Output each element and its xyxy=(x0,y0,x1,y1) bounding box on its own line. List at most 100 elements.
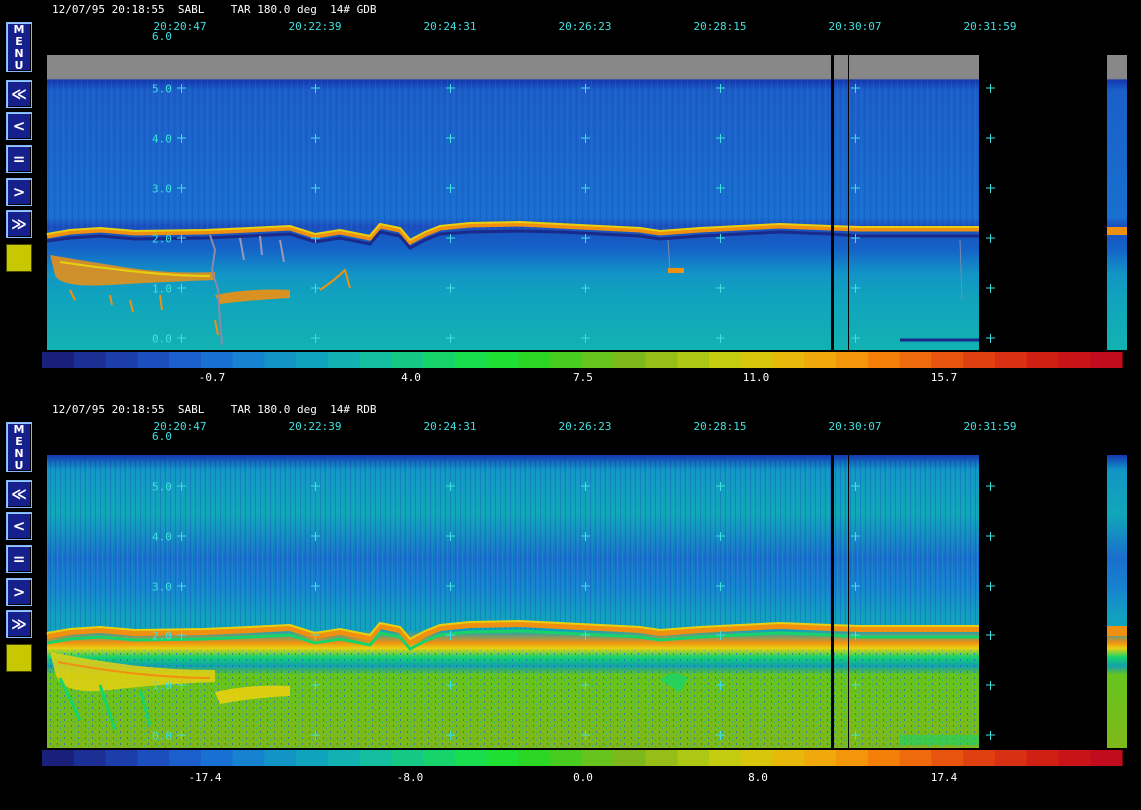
range-label: 5.0 xyxy=(152,82,172,96)
colorbar-swatch xyxy=(200,352,234,368)
colorbar-swatch xyxy=(232,750,265,766)
next-page-button[interactable]: > xyxy=(6,178,32,206)
colorbar-swatch xyxy=(296,352,329,368)
previous-page-button[interactable]: < xyxy=(6,112,32,140)
range-label: 3.0 xyxy=(152,580,172,594)
colorbar-swatch xyxy=(1090,750,1123,766)
range-label: 1.0 xyxy=(152,282,172,296)
colorbar-swatch xyxy=(582,352,615,368)
colorbar-swatch xyxy=(1090,352,1123,368)
nav-sidebar: MENU ≪ < = > ≫ xyxy=(4,18,34,274)
first-page-button[interactable]: ≪ xyxy=(6,80,32,108)
panel-header: 12/07/95 20:18:55 SABL TAR 180.0 deg 14#… xyxy=(52,403,377,416)
range-label: 4.0 xyxy=(152,132,172,146)
next-page-button[interactable]: > xyxy=(6,578,32,606)
colorbar-swatch xyxy=(740,750,774,766)
colorbar-swatch xyxy=(963,750,996,766)
colorbar-swatch xyxy=(804,750,837,766)
gdb-colorbar xyxy=(42,352,1123,368)
time-label: 20:31:59 xyxy=(963,20,1017,33)
colorbar-label: 7.5 xyxy=(573,371,593,384)
colorbar-swatch xyxy=(486,352,520,368)
range-top-value: 6.0 xyxy=(152,430,172,443)
time-label: 20:22:39 xyxy=(288,20,342,33)
colorbar-swatch xyxy=(137,750,170,766)
colorbar-swatch xyxy=(518,352,551,368)
time-label: 20:28:15 xyxy=(693,20,747,33)
status-indicator[interactable] xyxy=(6,644,32,672)
colorbar-swatch xyxy=(867,750,901,766)
colorbar-swatch xyxy=(804,352,837,368)
colorbar-swatch xyxy=(169,352,202,368)
colorbar-swatch xyxy=(550,352,583,368)
range-label: 4.0 xyxy=(152,530,172,544)
time-label: 20:30:07 xyxy=(828,420,882,433)
range-label: 2.0 xyxy=(152,232,172,246)
colorbar-swatch xyxy=(994,352,1028,368)
colorbar-label: -0.7 xyxy=(198,371,226,384)
colorbar-swatch xyxy=(169,750,202,766)
colorbar-swatch xyxy=(264,352,297,368)
range-label: 0.0 xyxy=(152,332,172,346)
gdb-panel: 12/07/95 20:18:55 SABL TAR 180.0 deg 14#… xyxy=(0,0,1141,400)
colorbar-swatch xyxy=(391,750,424,766)
header-bar xyxy=(4,401,1141,415)
colorbar-swatch xyxy=(327,750,361,766)
previous-page-button[interactable]: < xyxy=(6,512,32,540)
colorbar-swatch xyxy=(454,352,488,368)
colorbar-swatch xyxy=(423,750,456,766)
colorbar-label: -8.0 xyxy=(396,771,424,784)
colorbar-label: -17.4 xyxy=(188,771,222,784)
colorbar-swatch xyxy=(677,750,710,766)
colorbar-swatch xyxy=(645,750,678,766)
colorbar-label: 11.0 xyxy=(742,371,770,384)
first-page-button[interactable]: ≪ xyxy=(6,480,32,508)
range-label: 1.0 xyxy=(152,679,172,693)
colorbar-swatch xyxy=(836,750,869,766)
colorbar-swatch xyxy=(1026,750,1060,766)
colorbar-swatch xyxy=(772,750,805,766)
menu-button[interactable]: MENU xyxy=(6,422,32,472)
colorbar-label: 15.7 xyxy=(930,371,958,384)
status-indicator[interactable] xyxy=(6,244,32,272)
colorbar-swatch xyxy=(105,750,138,766)
rdb-panel: 12/07/95 20:18:55 SABL TAR 180.0 deg 14#… xyxy=(0,400,1141,800)
colorbar-swatch xyxy=(740,352,774,368)
colorbar-swatch xyxy=(931,352,964,368)
colorbar-swatch xyxy=(899,352,933,368)
colorbar-swatch xyxy=(1058,750,1091,766)
last-page-button[interactable]: ≫ xyxy=(6,210,32,238)
colorbar-swatch xyxy=(137,352,170,368)
nav-sidebar: MENU ≪ < = > ≫ xyxy=(4,418,34,674)
refresh-button[interactable]: = xyxy=(6,145,32,173)
menu-button-label: MENU xyxy=(12,423,26,471)
range-top-value: 6.0 xyxy=(152,30,172,43)
menu-button[interactable]: MENU xyxy=(6,22,32,72)
last-page-button[interactable]: ≫ xyxy=(6,610,32,638)
colorbar-swatch xyxy=(709,750,742,766)
colorbar-swatch xyxy=(1026,352,1060,368)
colorbar-swatch xyxy=(994,750,1028,766)
range-label: 5.0 xyxy=(152,480,172,494)
time-label: 20:26:23 xyxy=(558,20,612,33)
panel-header: 12/07/95 20:18:55 SABL TAR 180.0 deg 14#… xyxy=(52,3,377,16)
colorbar-swatch xyxy=(73,352,107,368)
colorbar-label: 4.0 xyxy=(401,371,421,384)
colorbar-swatch xyxy=(200,750,234,766)
colorbar-swatch xyxy=(454,750,488,766)
time-label: 20:31:59 xyxy=(963,420,1017,433)
colorbar-swatch xyxy=(899,750,933,766)
time-label: 20:26:23 xyxy=(558,420,612,433)
range-label: 3.0 xyxy=(152,182,172,196)
colorbar-swatch xyxy=(327,352,361,368)
colorbar-swatch xyxy=(296,750,329,766)
colorbar-label: 0.0 xyxy=(573,771,593,784)
colorbar-swatch xyxy=(677,352,710,368)
refresh-button[interactable]: = xyxy=(6,545,32,573)
colorbar-label: 8.0 xyxy=(748,771,768,784)
time-label: 20:22:39 xyxy=(288,420,342,433)
colorbar-swatch xyxy=(73,750,107,766)
colorbar-swatch xyxy=(42,352,75,368)
colorbar-swatch xyxy=(105,352,138,368)
colorbar-swatch xyxy=(613,750,647,766)
